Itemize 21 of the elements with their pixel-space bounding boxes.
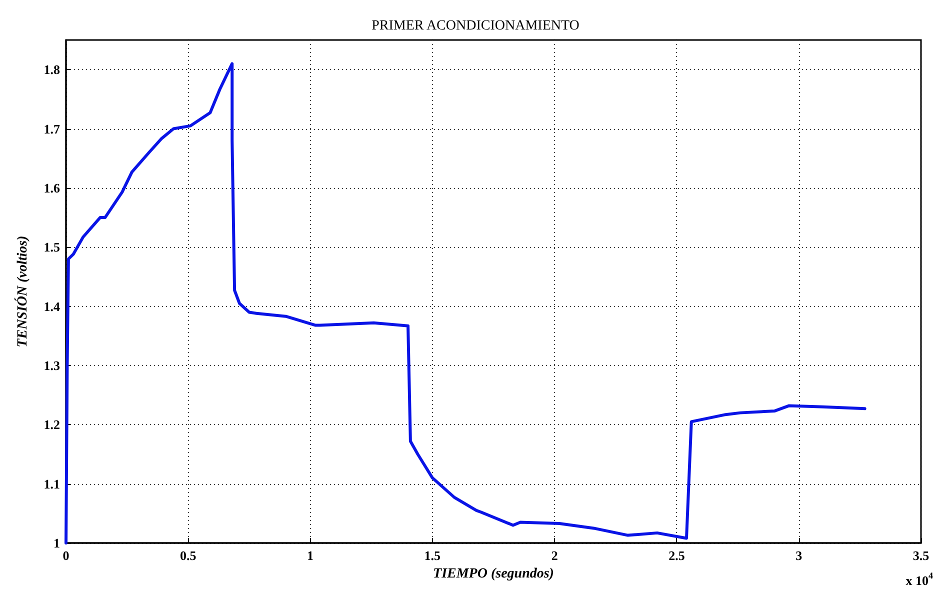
x-tick-label: 2.5 xyxy=(668,548,686,563)
x-tick-label: 3.5 xyxy=(912,548,930,563)
y-tick-label: 1.1 xyxy=(44,476,60,492)
x-tick-label: 0 xyxy=(62,548,70,563)
y-tick-label: 1.5 xyxy=(44,240,60,255)
x-tick-label: 1 xyxy=(307,548,314,563)
x-axis-title: TIEMPO (segundos) xyxy=(433,566,554,582)
line-series xyxy=(64,62,866,544)
y-tick-label: 1 xyxy=(54,536,60,550)
x-tick-label: 1.5 xyxy=(424,548,442,563)
y-tick-label: 1.4 xyxy=(44,298,60,314)
x-tick-label: 0.5 xyxy=(180,548,197,563)
chart-title: PRIMER ACONDICIONAMIENTO xyxy=(372,18,580,34)
y-tick-label: 1.6 xyxy=(44,180,60,196)
y-tick-label: 1.3 xyxy=(44,358,60,373)
y-tick-label: 1.2 xyxy=(44,417,60,432)
x-tick-label: 2 xyxy=(551,548,558,563)
y-tick-label: 1.8 xyxy=(44,62,60,78)
x-tick-label: 3 xyxy=(796,548,803,563)
y-tick-label: 1.7 xyxy=(44,121,60,136)
y-axis-title: TENSIÓN (voltios) xyxy=(14,236,30,348)
